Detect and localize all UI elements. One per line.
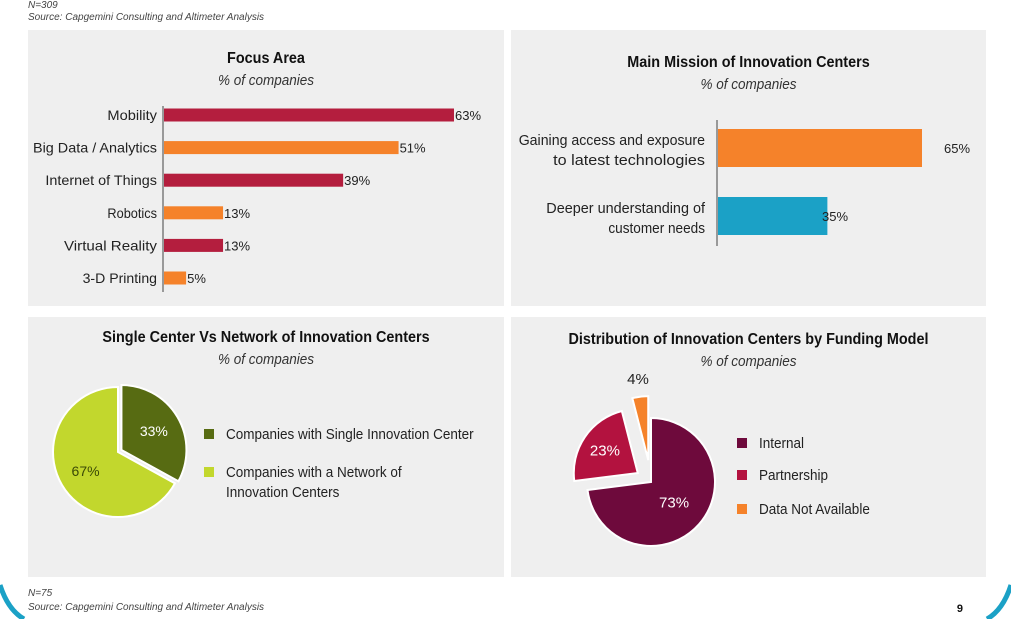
focus-area-chart: Mobility 63% Big Data / Analytics 51% Intern…: [33, 106, 481, 292]
value-label: 63%: [455, 108, 481, 123]
single-vs-network-panel: Single Center Vs Network of Innovation C…: [28, 317, 504, 577]
category-label: Internet of Things: [45, 172, 157, 188]
focus-area-subtitle: % of companies: [217, 72, 315, 89]
value-label: 39%: [344, 173, 370, 188]
corner-arc-left: [0, 584, 26, 619]
legend-label: Companies with Single Innovation Center: [226, 426, 474, 443]
pie-slice-1: 73%: [586, 416, 716, 547]
legend-swatch-olive: [204, 429, 214, 439]
slice-shape: [631, 395, 650, 461]
bar-1: [717, 129, 922, 167]
value-label: 13%: [224, 206, 250, 221]
pie-slice-2: 23%: [572, 409, 640, 483]
slice-label: 33%: [140, 423, 168, 439]
bar-4: [163, 206, 224, 220]
page-number: 9: [956, 603, 963, 615]
bar-3: [163, 173, 344, 187]
focus-area-panel: Focus Area % of companies Mobility 63% Big…: [28, 30, 504, 306]
value-label: 13%: [224, 238, 250, 253]
pie-slice-2: 67%: [52, 385, 177, 518]
legend-item-network: Companies with a Network of Innovation C…: [204, 463, 474, 503]
category-label: Gaining access and exposure: [519, 132, 705, 149]
category-label: Mobility: [107, 107, 157, 123]
source-note-bottom: Source: Capgemini Consulting and Altimet…: [28, 602, 265, 613]
bar-6: [163, 271, 187, 285]
slice-label: 67%: [72, 463, 100, 479]
legend-label: Data Not Available: [759, 501, 870, 518]
pie-slice-3: 4%: [627, 371, 650, 461]
legend-swatch-lime: [204, 467, 214, 477]
category-label: customer needs: [608, 220, 705, 237]
focus-area-title: Focus Area: [227, 50, 305, 67]
legend-swatch-orange: [737, 504, 747, 514]
slice-shape: [120, 383, 188, 483]
single-vs-network-title: Single Center Vs Network of Innovation C…: [102, 329, 430, 346]
category-label: Virtual Reality: [64, 237, 157, 253]
slice-shape: [52, 385, 177, 518]
single-vs-network-pie: 33% 67%: [52, 383, 188, 518]
bar-2: [717, 197, 828, 235]
funding-model-title: Distribution of Innovation Centers by Fu…: [568, 331, 929, 348]
legend-item-data-not-available: Data Not Available: [737, 500, 882, 520]
bar-2: [163, 141, 399, 155]
slice-label: 23%: [590, 443, 620, 460]
bar-1: [163, 108, 454, 122]
legend-swatch-maroon: [737, 438, 747, 448]
funding-model-pie: 73% 23% 4%: [572, 371, 716, 547]
legend-item-partnership: Partnership: [737, 466, 836, 486]
pie-slice-1: 33%: [120, 383, 188, 483]
value-label: 5%: [187, 271, 206, 286]
value-label: 65%: [944, 141, 970, 156]
bar-5: [163, 238, 224, 252]
slice-label: 73%: [659, 494, 689, 511]
corner-arc-right: [985, 584, 1011, 619]
single-vs-network-subtitle: % of companies: [217, 351, 315, 368]
category-label: 3-D Printing: [83, 270, 157, 286]
legend-label: Companies with a Network of Innovation C…: [226, 464, 402, 501]
legend-label: Internal: [759, 435, 805, 452]
sample-size-note-top: N=309: [28, 0, 58, 11]
value-label: 51%: [400, 141, 426, 156]
legend-item-internal: Internal: [737, 434, 809, 454]
value-label: 35%: [822, 209, 848, 224]
category-label: Deeper understanding of: [546, 200, 705, 217]
legend-label: Partnership: [759, 467, 829, 484]
main-mission-chart: Gaining access and exposure to latest tec…: [519, 120, 970, 246]
legend-item-single-center: Companies with Single Innovation Center: [204, 425, 501, 445]
legend-swatch-magenta: [737, 470, 747, 480]
funding-model-panel: Distribution of Innovation Centers by Fu…: [511, 317, 986, 577]
main-mission-title: Main Mission of Innovation Centers: [627, 54, 870, 71]
source-note-top: Source: Capgemini Consulting and Altimet…: [28, 12, 265, 23]
sample-size-note-bottom: N=75: [28, 588, 53, 599]
slice-label: 4%: [627, 371, 649, 388]
main-mission-subtitle: % of companies: [700, 76, 797, 93]
category-label: Robotics: [107, 205, 157, 221]
funding-model-subtitle: % of companies: [700, 353, 797, 370]
category-label: to latest technologies: [553, 152, 705, 169]
slice-shape: [586, 416, 716, 547]
slice-shape: [572, 409, 640, 483]
main-mission-panel: Main Mission of Innovation Centers % of …: [511, 30, 986, 306]
category-label: Big Data / Analytics: [33, 140, 157, 156]
